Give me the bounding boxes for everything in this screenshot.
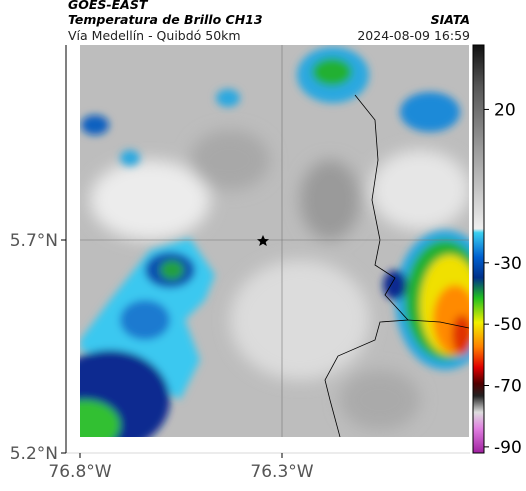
credit-label: SIATA [431,12,470,27]
colorbar-tick-label: -90 [494,438,522,458]
source-label: GOES-EAST [68,0,149,12]
datetime: 2024-08-09 16:59 [357,28,470,43]
x-tick-label: 76.8°W [48,462,111,482]
colorbar-tick-label: 20 [494,100,516,120]
satellite-image [80,45,469,437]
colorbar [472,44,485,454]
x-tick-label: 76.3°W [250,462,313,482]
colorbar-tick-label: -30 [494,254,522,274]
colorbar-tick-label: -70 [494,377,522,397]
colorbar-tick-label: -50 [494,315,522,335]
map-title: Temperatura de Brillo CH13 [68,12,263,27]
subtitle: Vía Medellín - Quibdó 50km [68,28,241,43]
y-tick-label: 5.7°N [10,231,58,251]
y-tick-label: 5.2°N [10,444,58,464]
